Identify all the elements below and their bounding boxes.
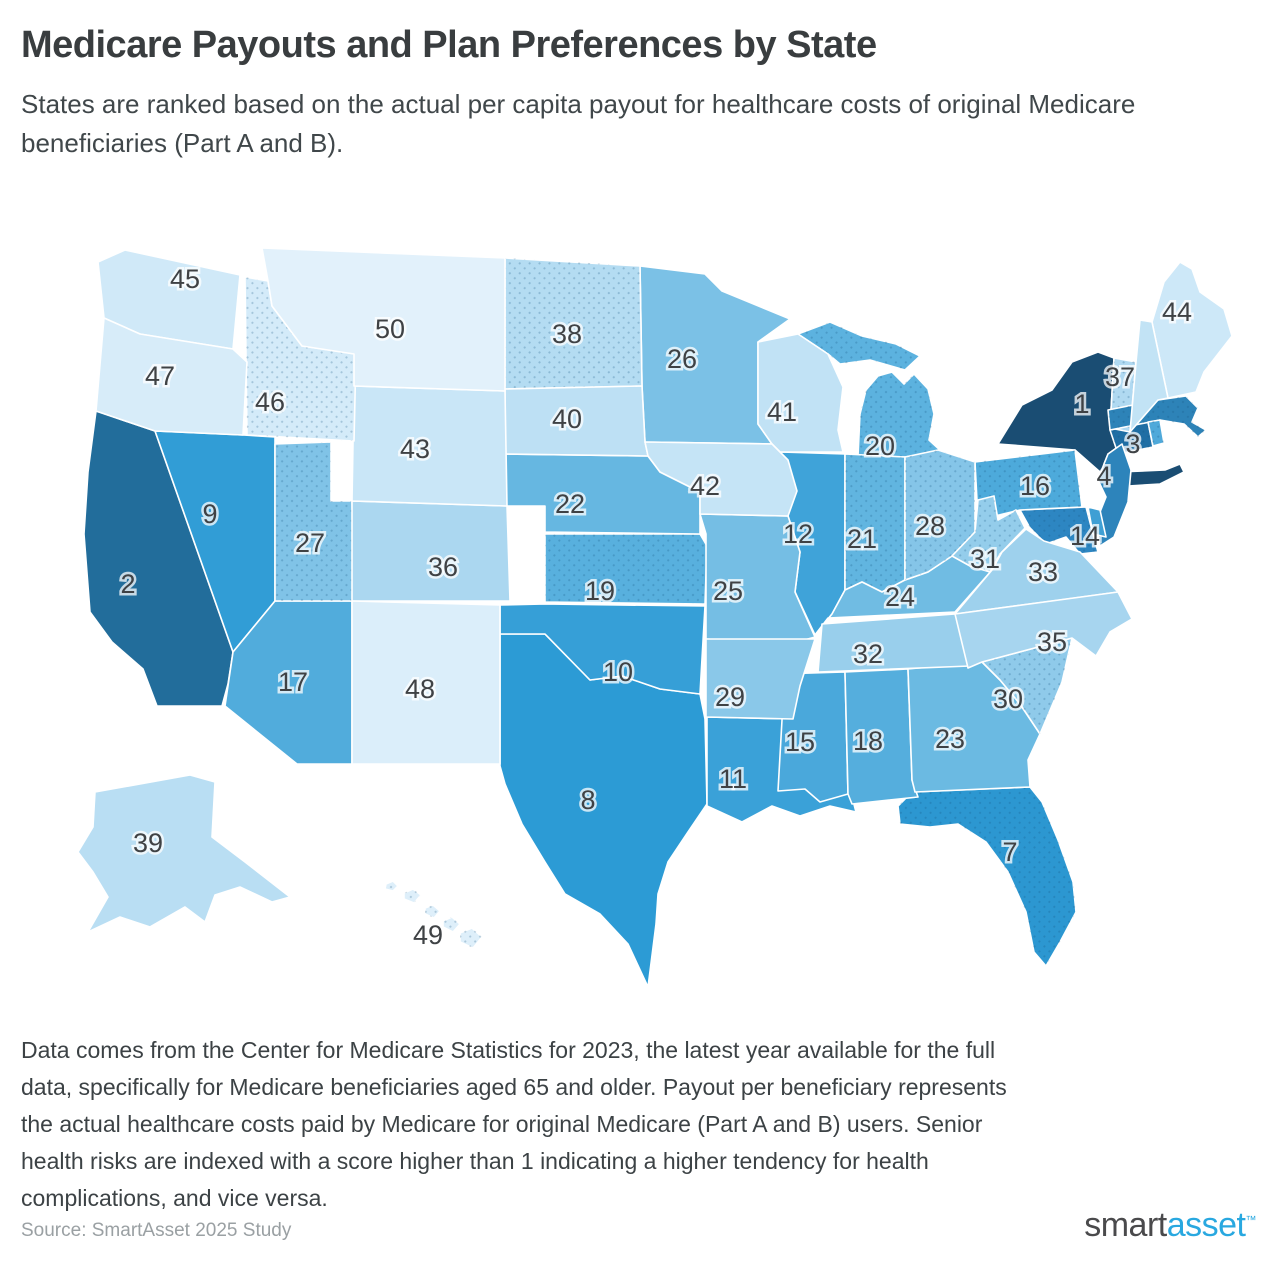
state-rank-label-MI: 20: [865, 431, 895, 461]
state-AK: [77, 774, 291, 933]
state-rank-label-VA: 33: [1028, 557, 1058, 587]
state-rank-label-HI: 49: [413, 920, 443, 950]
state-PA-dot-texture: [975, 450, 1082, 520]
state-rank-label-WA: 45: [170, 264, 200, 294]
state-OR: [95, 317, 248, 436]
state-rank-label-KY: 24: [885, 582, 915, 612]
state-rank-label-ME: 44: [1162, 297, 1192, 327]
state-rank-label-PA: 16: [1020, 471, 1050, 501]
state-DE: [1087, 506, 1107, 538]
state-rank-label-MN: 26: [667, 344, 697, 374]
state-WV-dot-texture: [952, 496, 1025, 572]
state-SC-dot-texture: [982, 638, 1072, 734]
state-rank-label-OK: 10: [603, 657, 633, 687]
state-NC: [954, 591, 1133, 669]
logo-smart: smart: [1084, 1206, 1167, 1244]
source-text: Source: SmartAsset 2025 Study: [21, 1220, 292, 1241]
state-rank-label-NC: 35: [1037, 627, 1067, 657]
state-rank-label-NV: 9: [202, 499, 217, 529]
state-rank-label-ID: 46: [255, 387, 285, 417]
state-rank-label-OH: 28: [915, 511, 945, 541]
page-title: Medicare Payouts and Plan Preferences by…: [21, 24, 877, 66]
state-rank-label-AZ: 17: [278, 667, 308, 697]
state-OK: [499, 603, 706, 695]
state-rank-label-LA: 11: [719, 764, 747, 794]
state-rank-label-SC: 30: [993, 684, 1023, 714]
state-rank-label-NE: 22: [555, 489, 585, 519]
state-KS-dot-texture: [545, 534, 707, 604]
state-rank-label-SD: 40: [552, 404, 582, 434]
state-HI-dot-texture: [385, 881, 482, 948]
state-rank-label-AK: 39: [133, 828, 163, 858]
state-rank-label-CA: 2: [120, 569, 135, 599]
state-ME: [1151, 261, 1233, 399]
state-CO: [351, 500, 511, 602]
state-NJ: [1095, 443, 1132, 547]
source-row: Source: SmartAsset 2025 Study smartasset…: [0, 1206, 1280, 1256]
state-rank-label-VT: 37: [1105, 362, 1135, 392]
state-rank-label-CT: 3: [1125, 429, 1140, 459]
state-rank-label-NY: 1: [1074, 389, 1089, 419]
state-rank-label-FL: 7: [1002, 837, 1017, 867]
state-UT-dot-texture: [275, 442, 355, 601]
state-NM: [351, 600, 501, 765]
state-MO: [699, 513, 816, 645]
state-MT: [261, 247, 506, 392]
smartasset-logo: smartasset™: [1084, 1206, 1256, 1245]
state-MD-dot-texture: [1020, 507, 1098, 554]
header: Medicare Payouts and Plan Preferences by…: [21, 24, 1211, 163]
state-WI: [757, 333, 844, 453]
page-subtitle: States are ranked based on the actual pe…: [21, 89, 1136, 158]
state-rank-label-UT: 27: [295, 528, 325, 558]
state-AR: [705, 638, 816, 720]
state-rank-label-MO: 25: [713, 576, 743, 606]
state-NH: [1129, 319, 1169, 433]
state-rank-label-IN: 21: [847, 524, 877, 554]
state-rank-label-AL: 18: [853, 726, 883, 756]
state-rank-label-AR: 29: [715, 682, 745, 712]
state-RI-dot-texture: [1148, 420, 1164, 446]
state-rank-label-OR: 47: [145, 361, 175, 391]
state-rank-label-MD: 14: [1070, 521, 1100, 551]
footnote: Data comes from the Center for Medicare …: [21, 1037, 1007, 1211]
state-rank-label-WY: 43: [400, 434, 430, 464]
state-FL-dot-texture: [898, 787, 1076, 966]
state-MI-dot-texture: [798, 322, 941, 457]
logo-tm: ™: [1245, 1214, 1257, 1227]
state-IA: [644, 441, 798, 517]
state-rank-label-MT: 50: [375, 314, 405, 344]
state-IN-dot-texture: [845, 454, 905, 592]
state-rank-label-GA: 23: [935, 724, 965, 754]
state-ID-dot-texture: [245, 277, 356, 441]
state-rank-label-ND: 38: [552, 319, 582, 349]
state-rank-label-NM: 48: [405, 674, 435, 704]
state-rank-label-WI: 41: [767, 397, 797, 427]
us-choropleth-map: 1 2 3 4 7 8 9 10 11 12 14 15 16 17 18 19 20 21 22 23 24 25 26 2…: [0, 216, 1280, 1022]
logo-asset: asset: [1166, 1206, 1246, 1244]
state-rank-label-IL: 12: [783, 519, 813, 549]
state-ND-dot-texture: [505, 258, 642, 389]
state-rank-label-WV: 31: [970, 544, 1000, 574]
state-rank-label-TX: 8: [580, 785, 595, 815]
state-rank-label-KS: 19: [585, 576, 615, 606]
state-OH-dot-texture: [905, 450, 975, 580]
state-rank-label-MS: 15: [785, 727, 815, 757]
state-rank-label-NJ: 4: [1096, 461, 1111, 491]
state-rank-label-CO: 36: [428, 552, 458, 582]
state-rank-label-TN: 32: [853, 639, 883, 669]
state-rank-label-IA: 42: [690, 471, 720, 501]
